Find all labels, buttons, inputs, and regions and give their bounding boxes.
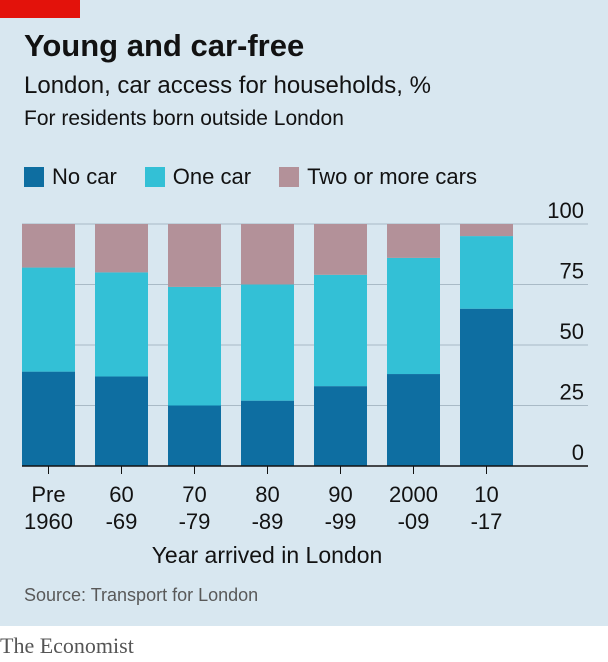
source-note: Source: Transport for London xyxy=(24,585,259,605)
bar-no-car xyxy=(168,405,221,466)
x-tick-label: 70 xyxy=(182,482,206,507)
legend-label-two-plus: Two or more cars xyxy=(307,164,477,189)
bar-two-plus xyxy=(168,224,221,287)
x-axis-label: Year arrived in London xyxy=(152,542,383,568)
y-tick-label: 100 xyxy=(547,198,584,223)
x-tick-label: 90 xyxy=(328,482,352,507)
bar-no-car xyxy=(95,376,148,466)
bar-two-plus xyxy=(95,224,148,273)
bar-one-car xyxy=(241,284,294,401)
bar-two-plus xyxy=(387,224,440,258)
legend-item-two-plus: Two or more cars xyxy=(279,164,477,190)
chart-subtitle: London, car access for households, % xyxy=(24,72,431,99)
bar-one-car xyxy=(168,286,221,406)
legend-item-one-car: One car xyxy=(144,164,252,190)
bar-no-car xyxy=(387,374,440,466)
x-tick-label: 80 xyxy=(255,482,279,507)
x-tick-label: -09 xyxy=(398,509,430,534)
bar-one-car xyxy=(387,257,440,375)
x-tick-label: 2000 xyxy=(389,482,438,507)
bar-two-plus xyxy=(22,224,75,268)
bar-no-car xyxy=(314,386,367,466)
x-tick-label: -99 xyxy=(325,509,357,534)
y-tick-label: 0 xyxy=(572,440,584,465)
x-tick-label: -79 xyxy=(179,509,211,534)
legend-swatch-two-plus xyxy=(279,167,300,187)
publisher-logo: The Economist xyxy=(0,633,134,658)
x-tick-label: 1960 xyxy=(24,509,73,534)
legend-swatch-one-car xyxy=(144,167,165,187)
x-tick-label: -69 xyxy=(106,509,138,534)
x-tick-label: -17 xyxy=(471,509,503,534)
y-tick-label: 75 xyxy=(560,259,584,284)
chart-subtitle-secondary: For residents born outside London xyxy=(24,107,344,130)
bar-two-plus xyxy=(241,224,294,285)
x-tick-label: 10 xyxy=(474,482,498,507)
bar-two-plus xyxy=(314,224,367,275)
bar-one-car xyxy=(95,272,148,377)
legend: No car One car Two or more cars xyxy=(24,163,505,191)
bar-one-car xyxy=(460,236,513,309)
y-tick-label: 25 xyxy=(560,380,584,405)
legend-label-no-car: No car xyxy=(52,164,117,189)
x-tick-label: 60 xyxy=(109,482,133,507)
chart-title: Young and car-free xyxy=(24,28,305,63)
legend-item-no-car: No car xyxy=(24,164,117,190)
legend-swatch-no-car xyxy=(24,167,44,187)
x-tick-label: -89 xyxy=(252,509,284,534)
bar-no-car xyxy=(460,308,513,466)
bar-one-car xyxy=(22,267,75,372)
y-tick-label: 50 xyxy=(560,319,584,344)
bar-two-plus xyxy=(460,224,513,237)
bar-no-car xyxy=(22,371,75,466)
bar-no-car xyxy=(241,400,294,466)
brand-red-tag xyxy=(0,0,80,18)
x-tick-label: Pre xyxy=(31,482,65,507)
bar-one-car xyxy=(314,274,367,387)
legend-label-one-car: One car xyxy=(172,164,252,189)
